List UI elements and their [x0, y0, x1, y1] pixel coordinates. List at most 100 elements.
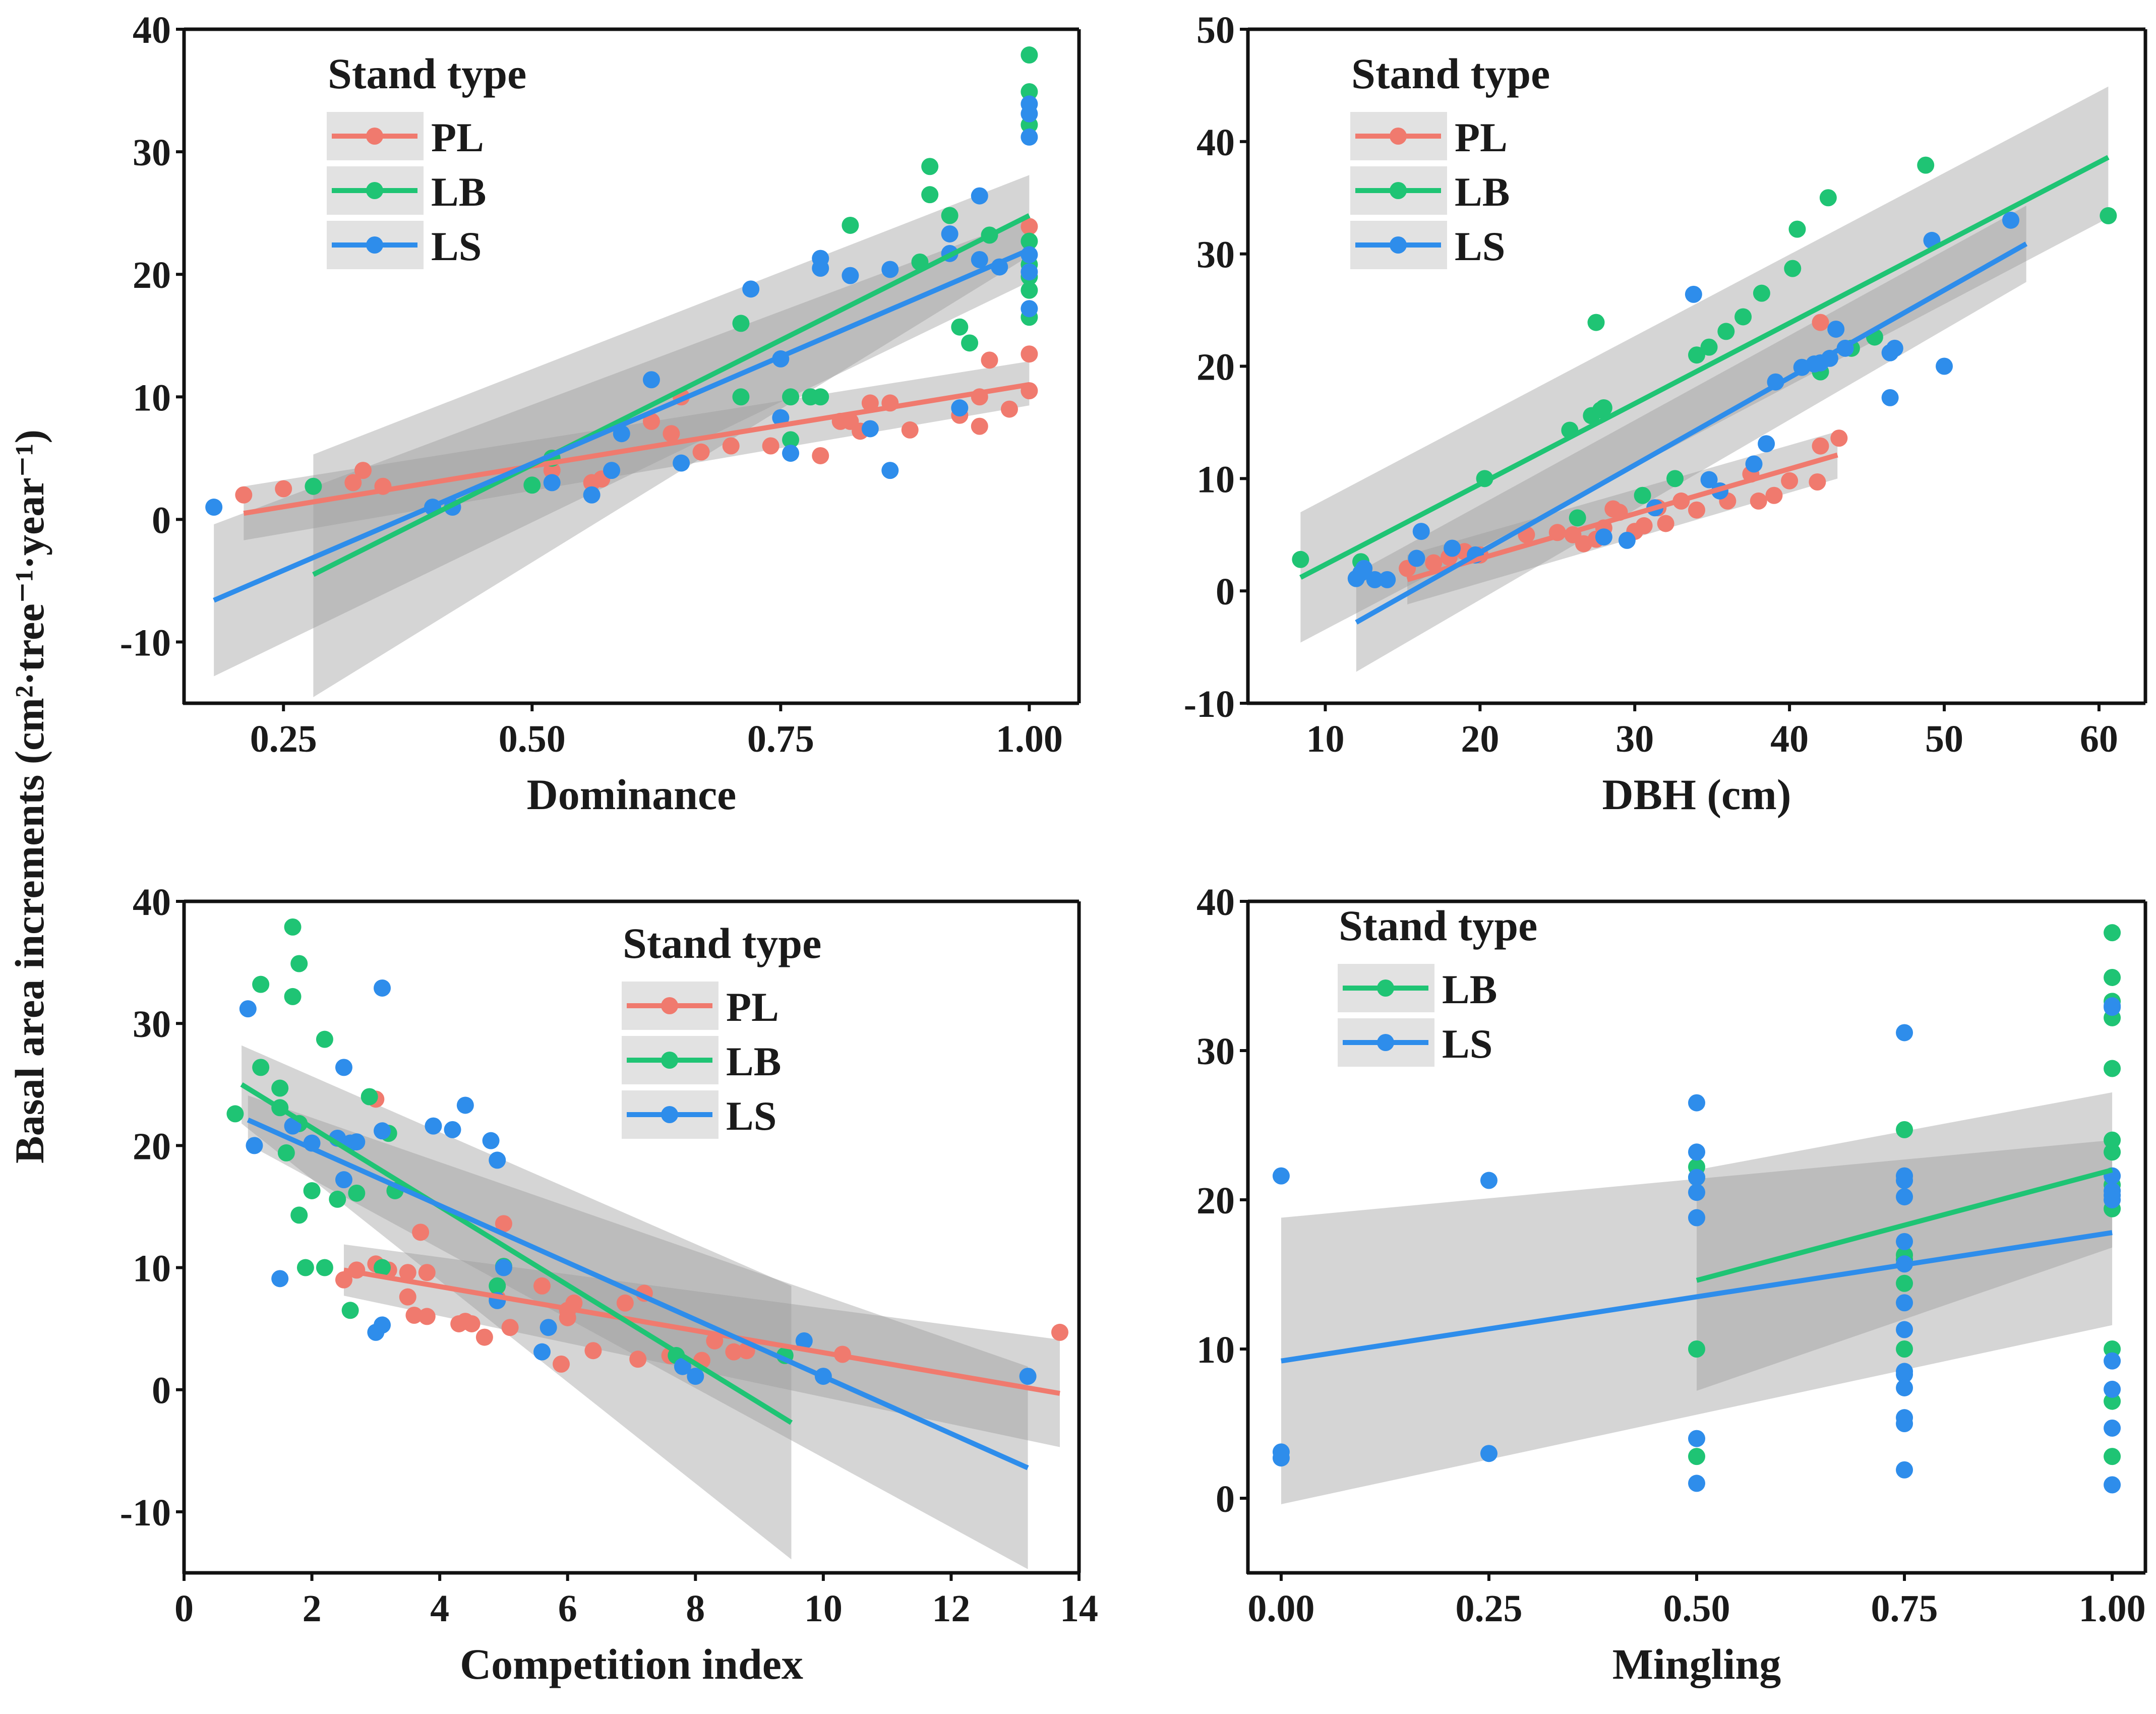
data-point-lb	[341, 1302, 359, 1319]
data-point-ls	[1408, 549, 1425, 567]
x-tick-label: 20	[1461, 718, 1499, 760]
data-point-ls	[642, 371, 660, 389]
data-point-pl	[399, 1264, 416, 1281]
x-tick-label: 6	[558, 1587, 577, 1630]
data-point-ls	[881, 261, 899, 278]
data-point-lb	[2104, 1143, 2121, 1161]
data-point-lb	[921, 158, 939, 175]
data-point-lb	[1595, 399, 1612, 416]
regression-line-pl	[243, 382, 1030, 516]
data-point-ls	[861, 420, 879, 438]
data-point-ls	[335, 1171, 352, 1189]
data-point-lb	[1788, 220, 1806, 238]
data-point-pl	[418, 1264, 436, 1281]
data-point-ls	[2104, 999, 2121, 1016]
data-point-lb	[1021, 46, 1038, 64]
y-tick-label: 40	[133, 9, 171, 51]
x-axis-label: Dominance	[527, 770, 737, 819]
x-tick-label: 10	[1306, 718, 1344, 760]
legend-key-point-pl	[1390, 128, 1407, 145]
y-tick-label: 0	[1216, 1478, 1235, 1520]
data-point-lb	[2104, 1131, 2121, 1149]
panel-dbh: -10 0 10 20 30 40 50 10 20 30 40 50 60 DBH (cm) Stand …	[1184, 9, 2147, 819]
data-point-lb	[782, 431, 800, 449]
legend-title: Stand type	[328, 49, 526, 98]
x-tick-label: 0.75	[747, 718, 814, 760]
y-tick-label: 40	[133, 881, 171, 924]
data-point-ls	[1688, 1143, 1705, 1161]
data-point-lb	[296, 1259, 314, 1276]
data-point-lb	[1666, 470, 1684, 487]
data-point-pl	[533, 1277, 551, 1295]
y-tick-label: 20	[1196, 1180, 1235, 1222]
data-point-lb	[361, 1088, 378, 1106]
legend-label-lb: LB	[1455, 169, 1510, 215]
data-point-lb	[252, 1059, 270, 1076]
y-tick-label: 50	[1196, 9, 1235, 51]
data-point-pl	[1830, 430, 1848, 447]
y-tick-label: 0	[152, 1370, 171, 1412]
data-point-ls	[1896, 1294, 1913, 1312]
data-point-lb	[1896, 1340, 1913, 1358]
data-point-ls	[1021, 95, 1038, 113]
data-point-ls	[1688, 1094, 1705, 1112]
legend-key-point-ls	[1377, 1034, 1394, 1051]
y-tick-label: 30	[1196, 234, 1235, 276]
data-point-ls	[1480, 1172, 1498, 1189]
data-point-lb	[2104, 1340, 2121, 1358]
data-point-ls	[540, 1319, 557, 1336]
data-point-lb	[329, 1190, 346, 1208]
data-point-pl	[1051, 1323, 1068, 1341]
data-point-lb	[316, 1030, 333, 1048]
x-tick-label: 8	[686, 1587, 705, 1630]
data-point-ls	[603, 462, 621, 479]
data-point-lb	[2104, 968, 2121, 986]
data-point-pl	[762, 437, 780, 455]
data-point-ls	[1595, 528, 1612, 546]
legend-key-point-pl	[661, 997, 678, 1014]
data-point-ls	[1758, 435, 1775, 453]
data-point-ls	[456, 1096, 474, 1114]
regression-line-lb	[240, 1082, 793, 1425]
legend-key-point-lb	[1390, 182, 1407, 199]
legend-label-ls: LS	[1455, 223, 1505, 269]
data-point-ls	[1685, 285, 1702, 303]
data-point-ls	[951, 399, 969, 417]
x-tick-label: 30	[1615, 718, 1654, 760]
data-point-ls	[795, 1332, 813, 1350]
regression-line-lb	[1299, 155, 2110, 580]
data-point-lb	[316, 1259, 333, 1276]
legend-key-point-ls	[366, 236, 383, 254]
regression-line-pl	[343, 1267, 1060, 1396]
data-point-pl	[1812, 437, 1829, 455]
data-point-ls	[673, 454, 690, 472]
data-point-ls	[533, 1343, 551, 1361]
x-tick-label: 0.75	[1871, 1587, 1938, 1630]
data-point-ls	[1688, 1209, 1705, 1227]
y-tick-label: 20	[1196, 346, 1235, 389]
legend-label-ls: LS	[726, 1093, 776, 1139]
data-point-ls	[1021, 300, 1038, 318]
panel-dominance: -10 0 10 20 30 40 0.25 0.50 0.75 1.00 Dominance Sta…	[120, 9, 1081, 819]
data-point-ls	[1745, 455, 1763, 473]
data-point-ls	[374, 1316, 391, 1334]
x-tick-label: 0.25	[250, 718, 317, 760]
data-point-lb	[1569, 509, 1586, 527]
data-point-lb	[1021, 281, 1038, 299]
data-point-ls	[971, 251, 988, 269]
x-tick-label: 0.50	[499, 718, 566, 760]
data-point-ls	[812, 250, 829, 267]
x-tick-label: 1.00	[2079, 1587, 2146, 1630]
regression-line-ls	[1355, 241, 2028, 625]
x-tick-label: 50	[1925, 718, 1963, 760]
data-point-ls	[2104, 1191, 2121, 1208]
data-point-ls	[2104, 1419, 2121, 1437]
legend-label-pl: PL	[726, 984, 779, 1030]
x-tick-label: 0.25	[1455, 1587, 1522, 1630]
x-axis-label: Mingling	[1612, 1640, 1781, 1688]
x-tick-label: 1.00	[996, 718, 1063, 760]
data-point-ls	[335, 1059, 352, 1076]
data-point-ls	[1936, 357, 1953, 375]
data-point-ls	[425, 1117, 442, 1135]
